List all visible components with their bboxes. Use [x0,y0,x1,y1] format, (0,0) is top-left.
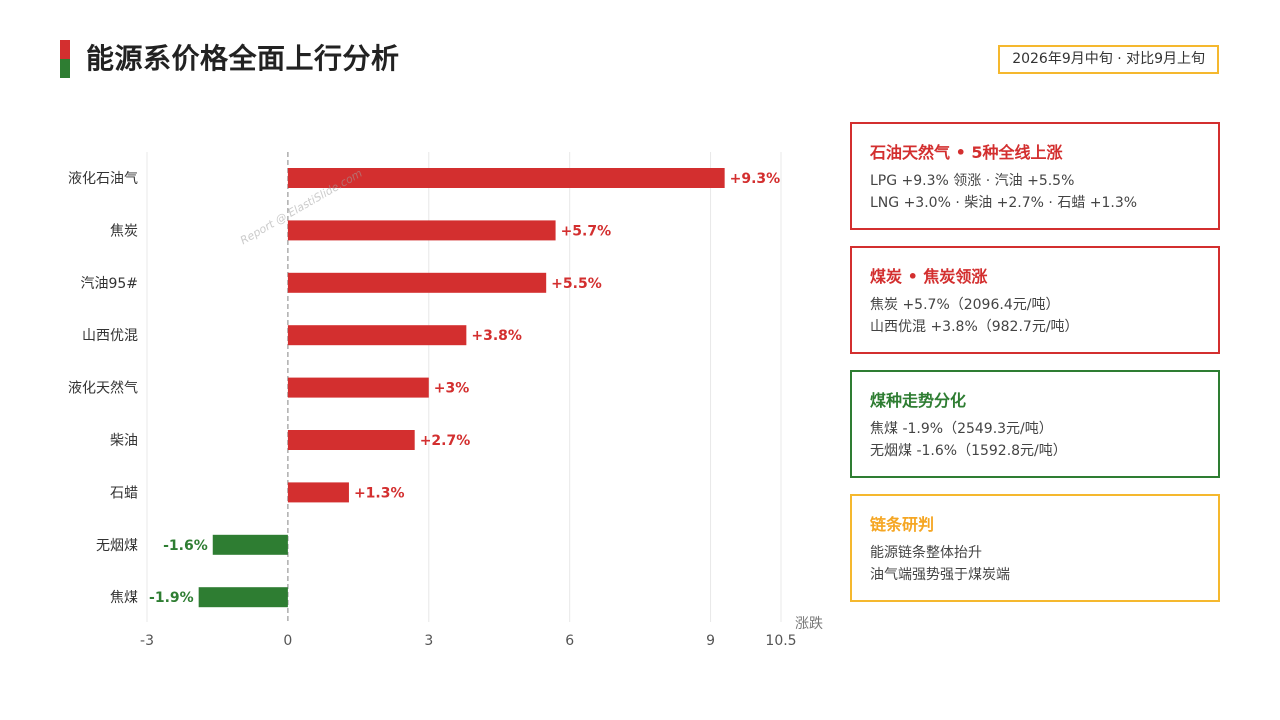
x-tick-label: 0 [283,633,292,649]
card-line: 焦煤 -1.9%（2549.3元/吨） [870,421,1053,437]
category-label: 山西优混 [82,328,138,344]
data-label: +3% [434,381,470,397]
bar [287,377,429,398]
card-line: 油气端强势强于煤炭端 [870,567,1010,583]
card-line: LPG +9.3% 领涨 · 汽油 +5.5% [870,173,1075,189]
category-label: 汽油95# [80,276,138,292]
bar [287,168,725,188]
data-label: -1.6% [163,538,208,554]
data-label: +3.8% [471,328,522,344]
x-tick-label: 10.5 [765,633,796,649]
data-label: +5.7% [561,223,612,239]
page-title: 能源系价格全面上行分析 [86,42,400,75]
x-axis-label: 涨跌 [795,616,823,632]
data-label: +1.3% [354,485,405,501]
card-title: 石油天然气 • 5种全线上涨 [870,143,1063,162]
bar [287,272,547,293]
title-accent-bar [60,40,70,78]
category-label: 焦煤 [110,590,138,606]
card-coal: 煤炭 • 焦炭领涨 焦炭 +5.7%（2096.4元/吨） 山西优混 +3.8%… [850,246,1220,354]
x-tick-label: 3 [424,633,433,649]
x-tick-label: 9 [706,633,715,649]
card-title: 煤炭 • 焦炭领涨 [870,267,988,286]
category-label: 石蜡 [110,485,138,501]
card-line: 无烟煤 -1.6%（1592.8元/吨） [870,443,1067,459]
category-label: 无烟煤 [96,538,138,554]
bar [212,534,288,555]
info-cards: 石油天然气 • 5种全线上涨 LPG +9.3% 领涨 · 汽油 +5.5% L… [850,122,1220,618]
bar-chart: 液化石油气 +9.3% 焦炭 +5.7% 汽油95# +5.5% 山西优混 +3.8% 液化天然… [68,152,823,649]
card-line: 焦炭 +5.7%（2096.4元/吨） [870,297,1060,313]
x-tick-label: -3 [140,633,154,649]
card-line: LNG +3.0% · 柴油 +2.7% · 石蜡 +1.3% [870,195,1138,211]
category-label: 焦炭 [110,223,138,239]
card-title: 煤种走势分化 [870,391,967,410]
card-title: 链条研判 [870,515,935,534]
card-coal-divergence: 煤种走势分化 焦煤 -1.9%（2549.3元/吨） 无烟煤 -1.6%（159… [850,370,1220,478]
card-chain-judgement: 链条研判 能源链条整体抬升 油气端强势强于煤炭端 [850,494,1220,602]
card-oil-gas: 石油天然气 • 5种全线上涨 LPG +9.3% 领涨 · 汽油 +5.5% L… [850,122,1220,230]
card-line: 能源链条整体抬升 [870,545,982,561]
category-label: 柴油 [110,433,138,449]
bar [198,587,288,608]
data-label: +2.7% [420,433,471,449]
category-label: 液化石油气 [68,171,138,187]
period-badge: 2026年9月中旬 · 对比9月上旬 [998,45,1219,74]
data-label: +5.5% [551,276,602,292]
bar [287,430,415,450]
x-tick-label: 6 [565,633,574,649]
card-line: 山西优混 +3.8%（982.7元/吨） [870,319,1079,335]
category-label: 液化天然气 [68,380,138,397]
bar [287,325,467,346]
data-label: +9.3% [730,171,781,187]
data-label: -1.9% [149,590,194,606]
bar [287,482,349,503]
bar [287,220,556,241]
